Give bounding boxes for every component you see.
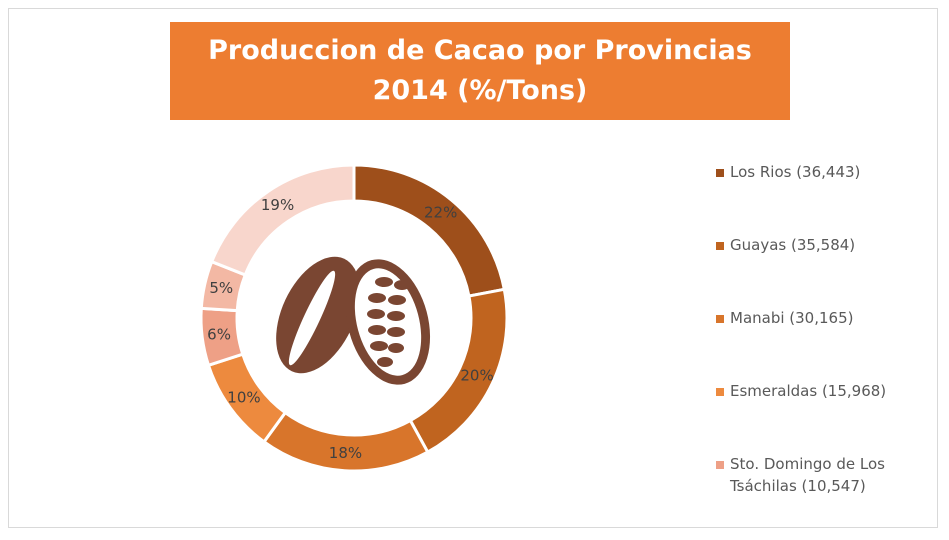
legend-item: Guayas (35,584): [716, 234, 940, 256]
legend-item: Manabi (30,165): [716, 307, 940, 329]
cacao-icon: [259, 244, 443, 395]
donut-segment: [264, 413, 428, 471]
legend-swatch: [716, 242, 724, 250]
data-label: 22%: [424, 204, 457, 222]
legend-swatch: [716, 169, 724, 177]
data-label: 10%: [227, 388, 260, 406]
legend-label: Sto. Domingo de Los Tsáchilas (10,547): [730, 455, 885, 495]
legend-label: Guayas (35,584): [730, 236, 855, 254]
legend-label: Esmeraldas (15,968): [730, 382, 886, 400]
legend-swatch: [716, 315, 724, 323]
data-label: 19%: [261, 196, 294, 214]
page: Produccion de Cacao por Provincias 2014 …: [0, 0, 949, 540]
legend-item: Los Rios (36,443): [716, 161, 940, 183]
legend-item: Esmeraldas (15,968): [716, 380, 940, 402]
legend-label: Manabi (30,165): [730, 309, 853, 327]
legend-item: Sto. Domingo de Los Tsáchilas (10,547): [716, 453, 940, 497]
data-label: 5%: [209, 279, 233, 297]
data-label: 6%: [207, 326, 231, 344]
data-label: 20%: [460, 366, 493, 384]
legend-label: Los Rios (36,443): [730, 163, 860, 181]
data-label: 18%: [329, 444, 362, 462]
legend-swatch: [716, 461, 724, 469]
legend-swatch: [716, 388, 724, 396]
